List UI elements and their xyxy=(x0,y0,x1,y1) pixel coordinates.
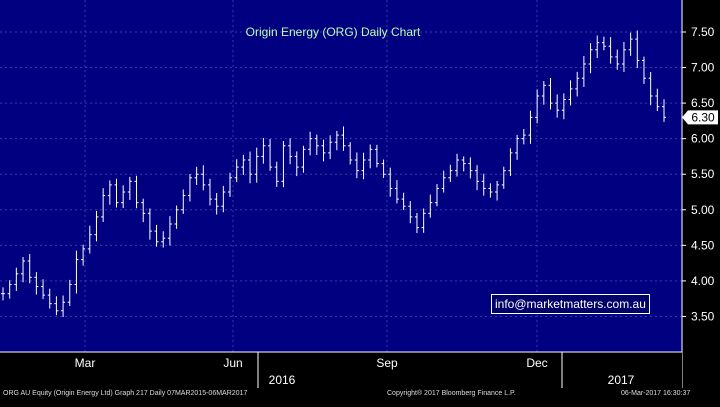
y-axis: 3.50 4.00 4.50 5.00 5.50 6.00 6.50 7.00 7.50 xyxy=(681,0,715,388)
last-price-label: 6.30 xyxy=(691,110,715,124)
footer-timestamp: 06-Mar-2017 16:30:37 xyxy=(621,390,691,397)
y-tick-label: 5.50 xyxy=(691,167,715,181)
y-tick-label: 4.50 xyxy=(691,238,715,252)
y-tick-label: 6.50 xyxy=(691,96,715,110)
grid xyxy=(0,0,682,352)
plot-area xyxy=(0,0,682,352)
y-tick-label: 5.00 xyxy=(691,203,715,217)
last-price-box xyxy=(682,110,718,125)
x-axis-panel xyxy=(0,352,682,388)
y-tick-label: 7.50 xyxy=(691,25,715,39)
y-tick-label: 4.00 xyxy=(691,274,715,288)
y-axis-panel xyxy=(682,0,720,388)
y-tick-label: 3.50 xyxy=(691,309,715,323)
year-label: 2016 xyxy=(269,373,296,387)
x-tick-label: Sep xyxy=(376,356,398,370)
footer-security-info: ORG AU Equity (Origin Energy Ltd) Graph … xyxy=(3,390,248,397)
footer-copyright: Copyright® 2017 Bloomberg Finance L.P. xyxy=(387,390,516,397)
year-label: 2017 xyxy=(608,373,635,387)
y-tick-label: 6.00 xyxy=(691,132,715,146)
footer: ORG AU Equity (Origin Energy Ltd) Graph … xyxy=(0,388,720,402)
x-tick-label: Mar xyxy=(75,356,96,370)
price-bars xyxy=(1,30,666,318)
x-tick-label: Jun xyxy=(223,356,242,370)
y-tick-label: 7.00 xyxy=(691,61,715,75)
chart-title: Origin Energy (ORG) Daily Chart xyxy=(246,25,421,39)
watermark-email: info@marketmatters.com.au xyxy=(491,294,650,314)
last-price-marker: 6.30 xyxy=(682,110,718,125)
x-tick-label: Dec xyxy=(526,356,547,370)
x-axis: Mar Jun Sep Dec 2016 2017 xyxy=(0,351,682,388)
